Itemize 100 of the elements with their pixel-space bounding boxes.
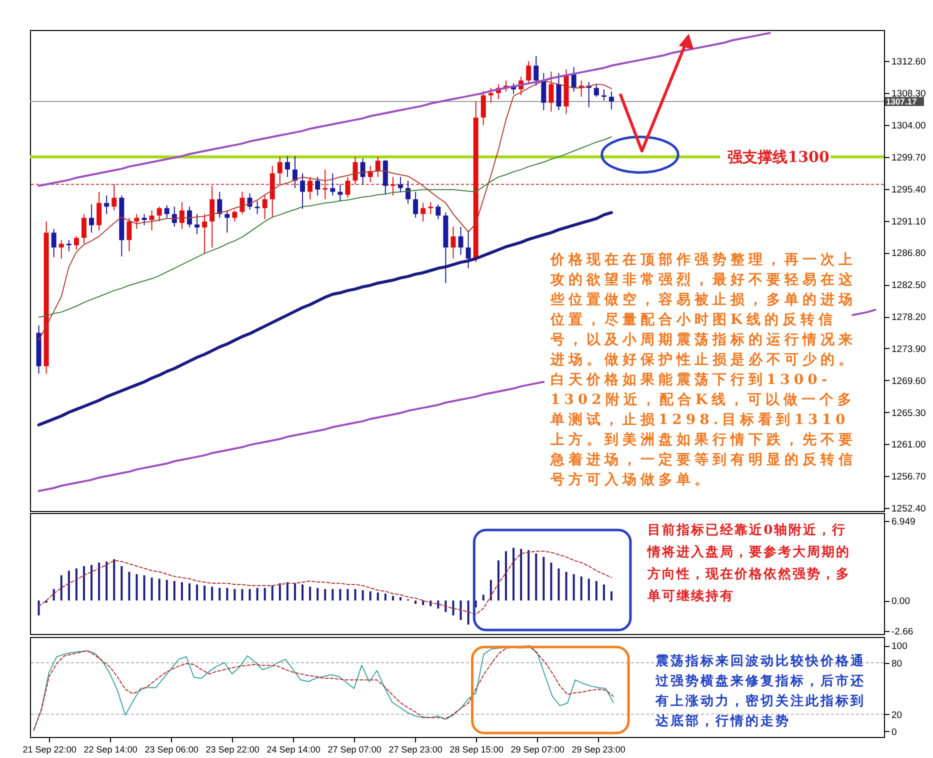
y-tick-label: -2.66 bbox=[892, 626, 914, 638]
y-tick-label: 1273.90 bbox=[892, 344, 926, 355]
bar bbox=[444, 600, 447, 612]
bar bbox=[550, 562, 552, 601]
bar bbox=[580, 576, 582, 601]
bar bbox=[75, 568, 78, 601]
candlestick bbox=[81, 214, 86, 244]
bar bbox=[332, 589, 334, 601]
candlestick bbox=[284, 156, 290, 178]
candlestick bbox=[398, 176, 403, 192]
text: 价格现在在顶部作强势整理，再一次上攻的欲望非常强烈，最好不要轻易在这些位置做空，容易被止损，多单的进场位置，尽量配合小时图K线的反转信号，以及小周期震荡指标的运行情况来进场。做好保护性止损是必不可少的。白天价格如果能震荡下行到1300-1302附近，配合K线，可以做一个多单测试，止损1298.目标看到1310上方。到美洲盘如果行情下跌，先不要急着进场，一定要等到有明显的反转信号方可入场做多单。 bbox=[550, 252, 856, 488]
candlestick bbox=[232, 210, 238, 222]
candlestick bbox=[217, 191, 222, 218]
candlestick bbox=[149, 210, 154, 231]
candlestick bbox=[594, 84, 599, 98]
candlestick bbox=[548, 71, 554, 112]
y-tick-label: 1261.00 bbox=[892, 440, 926, 451]
candlestick bbox=[194, 214, 200, 235]
bar bbox=[542, 556, 545, 601]
candlestick bbox=[254, 200, 260, 215]
bar bbox=[316, 588, 319, 601]
candlestick bbox=[134, 214, 140, 230]
y-tick-label: 6.949 bbox=[892, 516, 916, 528]
bar bbox=[376, 592, 379, 601]
bar bbox=[158, 578, 160, 601]
bar bbox=[452, 600, 454, 616]
y-tick-label: 1286.80 bbox=[892, 248, 926, 260]
x-tick-label: 29 Sep 07:00 bbox=[510, 744, 564, 754]
bar bbox=[422, 600, 424, 606]
y-tick-label: 1252.40 bbox=[892, 504, 926, 515]
bar bbox=[136, 574, 138, 601]
candlestick bbox=[556, 72, 562, 111]
bar bbox=[38, 600, 40, 616]
y-tick-label: 1291.10 bbox=[892, 216, 926, 228]
y-tick-label: 1256.70 bbox=[892, 472, 926, 483]
candlestick bbox=[66, 240, 72, 252]
candlestick bbox=[450, 226, 456, 260]
candlestick bbox=[413, 191, 418, 218]
y-tick-label: 1282.50 bbox=[892, 280, 926, 292]
candlestick bbox=[390, 176, 396, 196]
bar bbox=[392, 596, 394, 601]
bar bbox=[196, 584, 198, 601]
bar bbox=[535, 553, 538, 601]
bar bbox=[286, 582, 288, 601]
bar bbox=[128, 572, 130, 601]
candlestick bbox=[571, 66, 576, 92]
bar bbox=[437, 600, 440, 609]
candlestick bbox=[224, 210, 230, 234]
candlestick bbox=[315, 176, 320, 196]
bar bbox=[490, 580, 492, 601]
y-tick-label: 1269.60 bbox=[892, 376, 926, 387]
bar bbox=[354, 589, 356, 601]
y-tick-label: 0 bbox=[892, 726, 897, 738]
annotation: 震荡指标来回波动比较快价格通过强势横盘来修复指标，后市还有上涨动力，密切关注此指标到达底部，行情的走势 bbox=[655, 653, 866, 731]
x-tick-label: 27 Sep 07:00 bbox=[328, 744, 382, 754]
candlestick bbox=[322, 169, 328, 200]
ref-line-label: 强支撑线1300 bbox=[728, 148, 830, 166]
bar bbox=[588, 578, 590, 601]
candlestick bbox=[488, 87, 494, 104]
x-tick-label: 28 Sep 15:00 bbox=[450, 744, 504, 754]
candlestick bbox=[534, 55, 539, 86]
y-tick-label: 1295.40 bbox=[892, 184, 926, 196]
bar bbox=[166, 580, 168, 601]
y-tick-label: 1265.30 bbox=[892, 408, 926, 419]
candlestick bbox=[240, 191, 245, 215]
bar bbox=[362, 590, 364, 601]
candlestick bbox=[480, 90, 486, 126]
candlestick bbox=[420, 202, 426, 222]
candlestick bbox=[360, 158, 366, 185]
bar bbox=[241, 589, 244, 601]
candlestick bbox=[277, 156, 282, 185]
candlestick bbox=[466, 230, 471, 269]
x-tick-label: 21 Sep 22:00 bbox=[22, 744, 76, 754]
candlestick bbox=[352, 156, 358, 185]
bar bbox=[339, 589, 342, 601]
candlestick bbox=[541, 72, 546, 111]
candlestick bbox=[210, 185, 215, 248]
candlestick bbox=[428, 202, 434, 215]
bar bbox=[271, 586, 274, 601]
bar bbox=[414, 600, 417, 604]
candlestick bbox=[156, 206, 162, 222]
x-tick-label: 23 Sep 22:00 bbox=[206, 744, 260, 754]
bar bbox=[565, 572, 568, 601]
candlestick bbox=[601, 88, 606, 102]
bar bbox=[226, 588, 228, 601]
bar bbox=[120, 566, 123, 601]
y-tick-label: 80 bbox=[892, 658, 902, 670]
bar bbox=[68, 570, 70, 601]
bar bbox=[234, 589, 236, 601]
bar bbox=[143, 575, 146, 601]
bar bbox=[302, 584, 304, 601]
bar bbox=[309, 586, 312, 601]
line-series bbox=[38, 380, 545, 492]
bar bbox=[173, 581, 176, 601]
candlestick bbox=[526, 60, 532, 85]
candlestick bbox=[179, 202, 184, 230]
candlestick bbox=[104, 195, 110, 215]
candlestick bbox=[126, 217, 132, 252]
y-tick-label: 1299.70 bbox=[892, 152, 926, 164]
y-tick-label: 1278.20 bbox=[892, 312, 926, 324]
